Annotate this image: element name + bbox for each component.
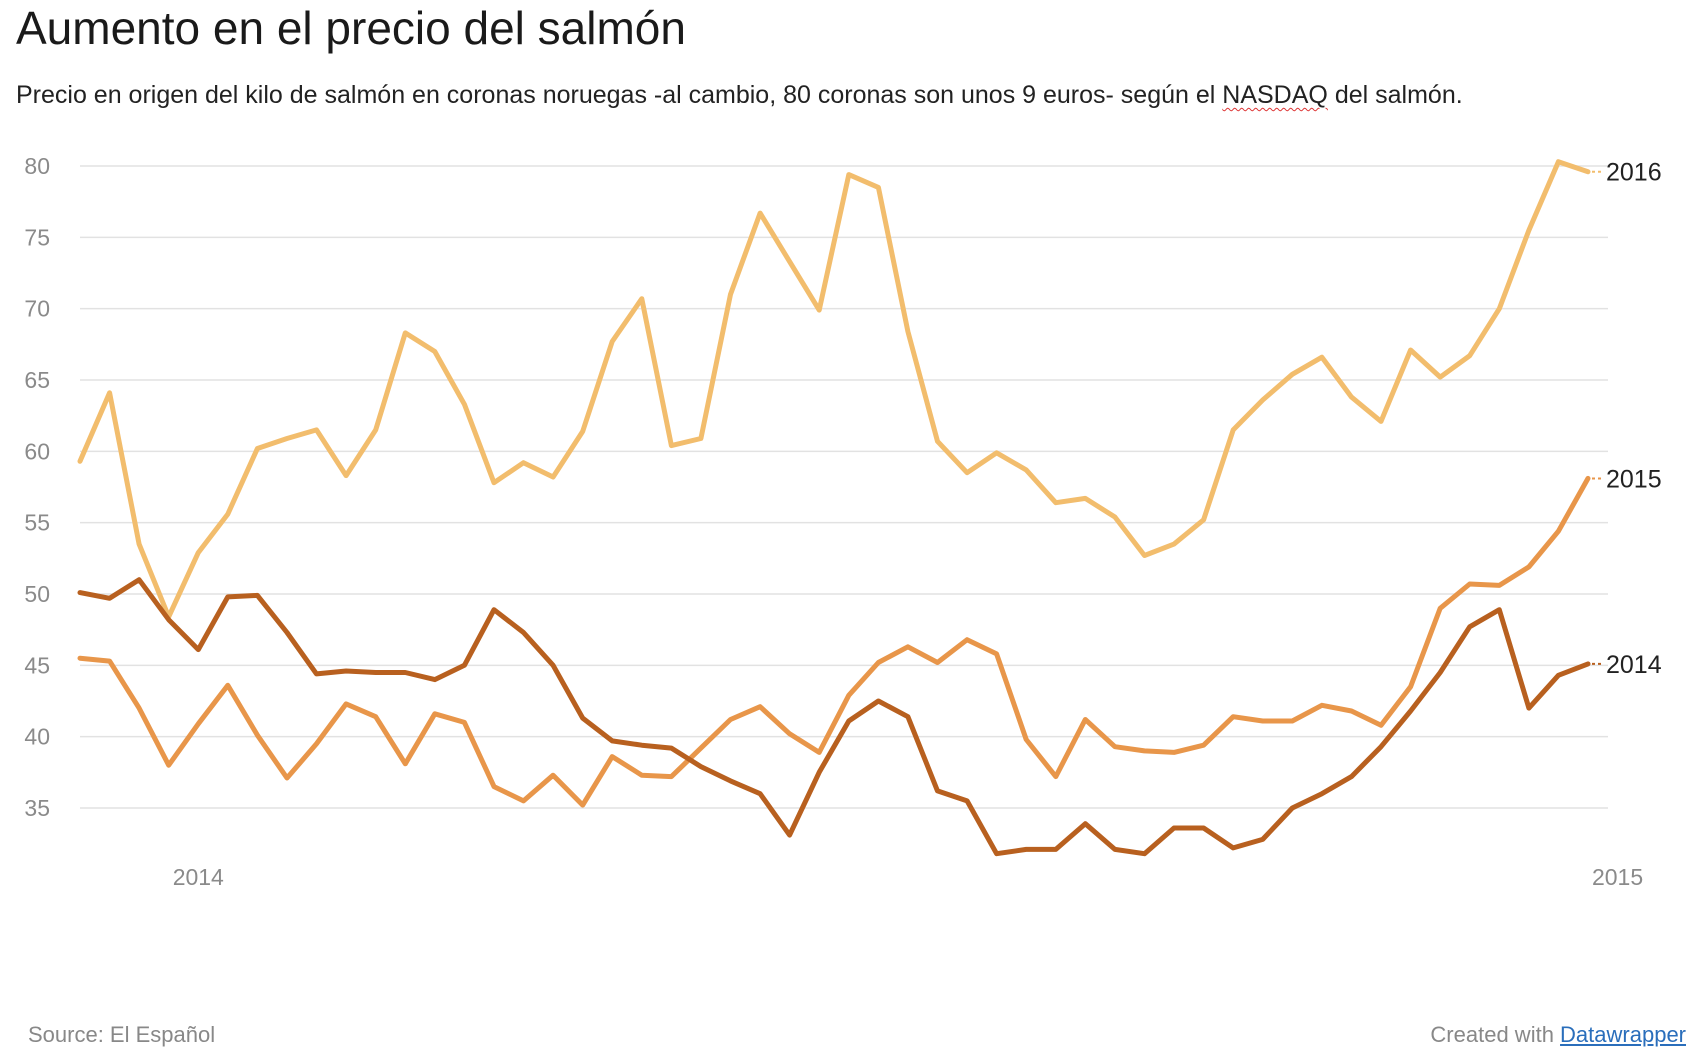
subtitle-text-after: del salmón.	[1327, 81, 1463, 109]
y-axis-ticks: 35 40 45 50 55 60 65 70 75 80	[24, 153, 50, 821]
series-labels: 2016 2015 2014	[1592, 159, 1662, 679]
y-tick-label: 55	[24, 510, 50, 536]
series-line-2014	[77, 577, 1591, 857]
gridlines	[80, 165, 1608, 809]
y-tick-label: 50	[24, 581, 50, 607]
x-axis-ticks: 2014 2015	[173, 864, 1643, 890]
y-tick-label: 75	[24, 224, 50, 250]
series-line-2016	[77, 159, 1591, 620]
y-tick-label: 60	[24, 438, 50, 464]
x-tick-label: 2014	[173, 864, 224, 890]
subtitle-text-before: Precio en origen del kilo de salmón en c…	[16, 81, 1223, 109]
chart-title: Aumento en el precio del salmón	[16, 2, 686, 54]
series-lines	[77, 159, 1591, 857]
y-tick-label: 80	[24, 153, 50, 179]
series-line-2015	[77, 475, 1591, 808]
datawrapper-link[interactable]: Datawrapper	[1560, 1022, 1686, 1047]
series-label-2014: 2014	[1606, 651, 1662, 679]
subtitle-highlight: NASDAQ	[1222, 81, 1328, 109]
series-label-2015: 2015	[1606, 465, 1662, 493]
credit-prefix: Created with	[1430, 1022, 1561, 1047]
y-tick-label: 45	[24, 652, 50, 678]
x-tick-label: 2015	[1592, 864, 1643, 890]
y-tick-label: 40	[24, 724, 50, 750]
y-tick-label: 35	[24, 795, 50, 821]
credit-note: Created with Datawrapper	[1430, 1022, 1686, 1048]
series-label-2016: 2016	[1606, 159, 1662, 187]
y-tick-label: 65	[24, 367, 50, 393]
y-tick-label: 70	[24, 296, 50, 322]
chart-subtitle: Precio en origen del kilo de salmón en c…	[16, 78, 1463, 112]
source-note: Source: El Español	[28, 1022, 216, 1047]
